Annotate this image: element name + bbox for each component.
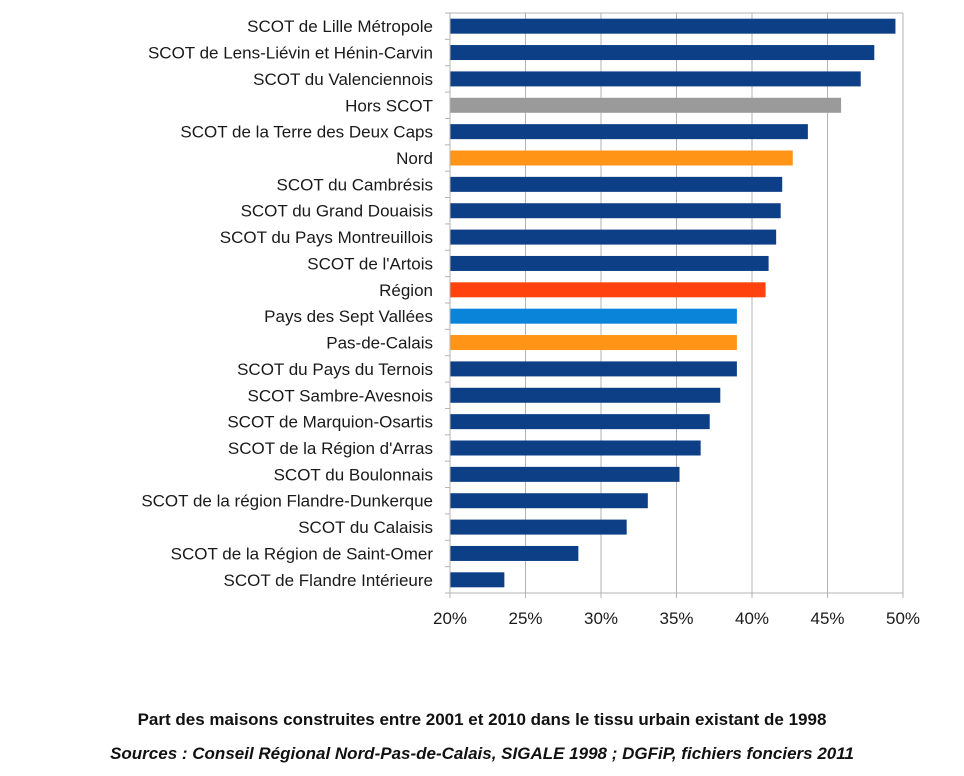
bar-chart: SCOT de Lille Métropole SCOT de Lens-Liév… xyxy=(141,12,920,628)
bar-17 xyxy=(450,466,680,482)
bar-13 xyxy=(450,361,737,377)
bar-16 xyxy=(450,440,701,456)
bar-4 xyxy=(450,124,808,140)
bar-15 xyxy=(450,414,710,430)
category-label-16: SCOT de la Région d'Arras xyxy=(228,439,433,458)
x-tick-label-0: 20% xyxy=(433,609,467,628)
axes xyxy=(445,12,904,598)
bar-21 xyxy=(450,572,505,588)
category-label-13: SCOT du Pays du Ternois xyxy=(237,360,433,379)
x-tick-label-5: 45% xyxy=(810,609,844,628)
bar-11 xyxy=(450,308,737,324)
category-label-7: SCOT du Grand Douaisis xyxy=(241,202,433,221)
x-tick-label-2: 30% xyxy=(584,609,618,628)
chart-caption-source: Sources : Conseil Régional Nord-Pas-de-C… xyxy=(110,744,854,763)
bar-14 xyxy=(450,387,721,403)
category-label-10: Région xyxy=(379,281,433,300)
bar-19 xyxy=(450,519,627,535)
category-label-1: SCOT de Lens-Liévin et Hénin-Carvin xyxy=(148,44,433,63)
bar-18 xyxy=(450,493,648,509)
bar-3 xyxy=(450,97,842,113)
bar-0 xyxy=(450,18,896,34)
category-label-19: SCOT du Calaisis xyxy=(298,518,433,537)
category-label-3: Hors SCOT xyxy=(345,96,433,115)
category-labels: SCOT de Lille Métropole SCOT de Lens-Liév… xyxy=(141,17,433,590)
bar-6 xyxy=(450,176,783,192)
x-tick-label-1: 25% xyxy=(508,609,542,628)
category-label-5: Nord xyxy=(396,149,433,168)
category-label-4: SCOT de la Terre des Deux Caps xyxy=(180,123,433,142)
x-tick-labels: 20% 25% 30% 35% 40% 45% 50% xyxy=(433,609,920,628)
category-label-18: SCOT de la région Flandre-Dunkerque xyxy=(141,492,433,511)
bar-5 xyxy=(450,150,793,166)
x-tick-label-6: 50% xyxy=(886,609,920,628)
category-label-2: SCOT du Valenciennois xyxy=(253,70,433,89)
bar-10 xyxy=(450,282,766,298)
bar-8 xyxy=(450,229,777,245)
category-label-14: SCOT Sambre-Avesnois xyxy=(248,386,434,405)
category-label-12: Pas-de-Calais xyxy=(326,334,433,353)
bar-20 xyxy=(450,545,579,561)
chart-caption-title: Part des maisons construites entre 2001 … xyxy=(137,710,827,729)
category-label-8: SCOT du Pays Montreuillois xyxy=(220,228,433,247)
category-label-0: SCOT de Lille Métropole xyxy=(247,17,433,36)
x-tick-label-3: 35% xyxy=(659,609,693,628)
category-label-11: Pays des Sept Vallées xyxy=(264,307,433,326)
bar-1 xyxy=(450,45,875,61)
x-tick-label-4: 40% xyxy=(735,609,769,628)
category-label-17: SCOT du Boulonnais xyxy=(274,465,433,484)
bar-12 xyxy=(450,335,737,351)
category-label-9: SCOT de l'Artois xyxy=(307,254,433,273)
category-label-15: SCOT de Marquion-Osartis xyxy=(227,413,433,432)
bar-9 xyxy=(450,255,769,271)
bar-7 xyxy=(450,203,781,219)
bar-2 xyxy=(450,71,861,87)
category-label-6: SCOT du Cambrésis xyxy=(276,175,433,194)
category-label-20: SCOT de la Région de Saint-Omer xyxy=(171,544,434,563)
category-label-21: SCOT de Flandre Intérieure xyxy=(224,571,433,590)
bars xyxy=(450,18,896,588)
